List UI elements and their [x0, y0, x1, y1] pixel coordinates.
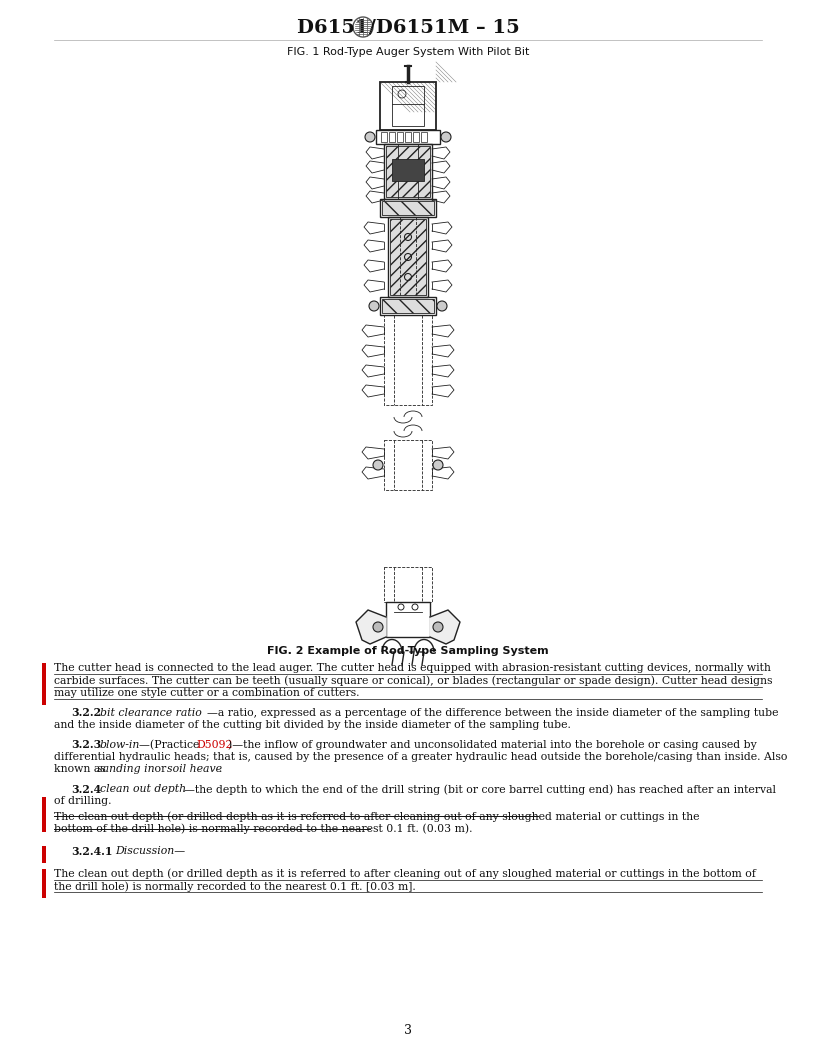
Text: —(Practice: —(Practice — [139, 739, 203, 750]
Bar — [42, 846, 46, 863]
Bar — [381, 132, 387, 142]
Circle shape — [373, 622, 383, 631]
Text: sanding in: sanding in — [97, 765, 154, 774]
Bar — [386, 602, 430, 637]
Text: soil heave: soil heave — [167, 765, 222, 774]
Polygon shape — [356, 610, 386, 644]
Bar — [390, 219, 426, 295]
Bar — [384, 440, 432, 490]
Text: and the inside diameter of the cutting bit divided by the inside diameter of the: and the inside diameter of the cutting b… — [54, 720, 571, 730]
Text: FIG. 2 Example of Rod-Type Sampling System: FIG. 2 Example of Rod-Type Sampling Syst… — [267, 646, 549, 656]
Bar — [384, 315, 432, 406]
Text: or: or — [151, 765, 170, 774]
Bar — [413, 132, 419, 142]
Bar — [384, 567, 432, 602]
Circle shape — [365, 132, 375, 142]
Text: bit clearance ratio: bit clearance ratio — [100, 708, 202, 717]
Bar — [42, 796, 46, 831]
Bar — [389, 132, 395, 142]
Bar — [376, 130, 440, 144]
Bar — [380, 297, 436, 315]
Text: known as: known as — [54, 765, 109, 774]
Circle shape — [433, 460, 443, 470]
Bar — [380, 199, 436, 216]
Bar — [386, 146, 430, 197]
Text: carbide surfaces. The cutter can be teeth (usually square or conical), or blades: carbide surfaces. The cutter can be teet… — [54, 676, 773, 686]
Text: differential hydraulic heads; that is, caused by the presence of a greater hydra: differential hydraulic heads; that is, c… — [54, 752, 787, 762]
Bar — [382, 299, 434, 313]
Text: D6151/D6151M – 15: D6151/D6151M – 15 — [297, 18, 519, 36]
Text: of drilling.: of drilling. — [54, 796, 112, 807]
Bar — [392, 159, 424, 181]
Circle shape — [369, 301, 379, 312]
Text: .: . — [219, 765, 223, 774]
Text: D5092: D5092 — [196, 739, 233, 750]
Circle shape — [437, 301, 447, 312]
Bar — [384, 144, 432, 199]
Text: —a ratio, expressed as a percentage of the difference between the inside diamete: —a ratio, expressed as a percentage of t… — [207, 708, 778, 717]
Text: )—the inflow of groundwater and unconsolidated material into the borehole or cas: )—the inflow of groundwater and unconsol… — [228, 739, 756, 750]
Text: may utilize one style cutter or a combination of cutters.: may utilize one style cutter or a combin… — [54, 689, 360, 698]
Polygon shape — [430, 610, 460, 644]
Text: blow-in: blow-in — [100, 739, 140, 750]
Text: 3: 3 — [404, 1023, 412, 1037]
Text: The clean out depth (or drilled depth as it is referred to after cleaning out of: The clean out depth (or drilled depth as… — [54, 811, 699, 822]
Text: bottom of the drill hole) is normally recorded to the nearest 0.1 ft. (0.03 m).: bottom of the drill hole) is normally re… — [54, 824, 472, 834]
Text: —the depth to which the end of the drill string (bit or core barrel cutting end): —the depth to which the end of the drill… — [184, 784, 776, 794]
Bar — [421, 132, 427, 142]
Text: 3.2.4: 3.2.4 — [71, 784, 101, 795]
Text: 3.2.2: 3.2.2 — [71, 708, 101, 718]
Text: 3.2.3: 3.2.3 — [71, 739, 101, 751]
Text: FIG. 1 Rod-Type Auger System With Pilot Bit: FIG. 1 Rod-Type Auger System With Pilot … — [286, 48, 530, 57]
Text: Discussion—: Discussion— — [115, 846, 185, 856]
Bar — [397, 132, 403, 142]
Text: clean out depth: clean out depth — [100, 784, 186, 794]
Text: The cutter head is connected to the lead auger. The cutter head is equipped with: The cutter head is connected to the lead… — [54, 663, 771, 673]
Bar — [405, 132, 411, 142]
Text: the drill hole) is normally recorded to the nearest 0.1 ft. [0.03 m].: the drill hole) is normally recorded to … — [54, 881, 415, 891]
Bar — [42, 868, 46, 898]
Circle shape — [441, 132, 451, 142]
Circle shape — [373, 460, 383, 470]
Circle shape — [433, 622, 443, 631]
Bar — [380, 82, 436, 130]
Bar — [382, 201, 434, 215]
Text: 3.2.4.1: 3.2.4.1 — [71, 846, 113, 857]
Bar — [42, 663, 46, 704]
Bar — [392, 86, 424, 126]
Bar — [388, 216, 428, 297]
Text: The clean out depth (or drilled depth as it is referred to after cleaning out of: The clean out depth (or drilled depth as… — [54, 868, 756, 879]
